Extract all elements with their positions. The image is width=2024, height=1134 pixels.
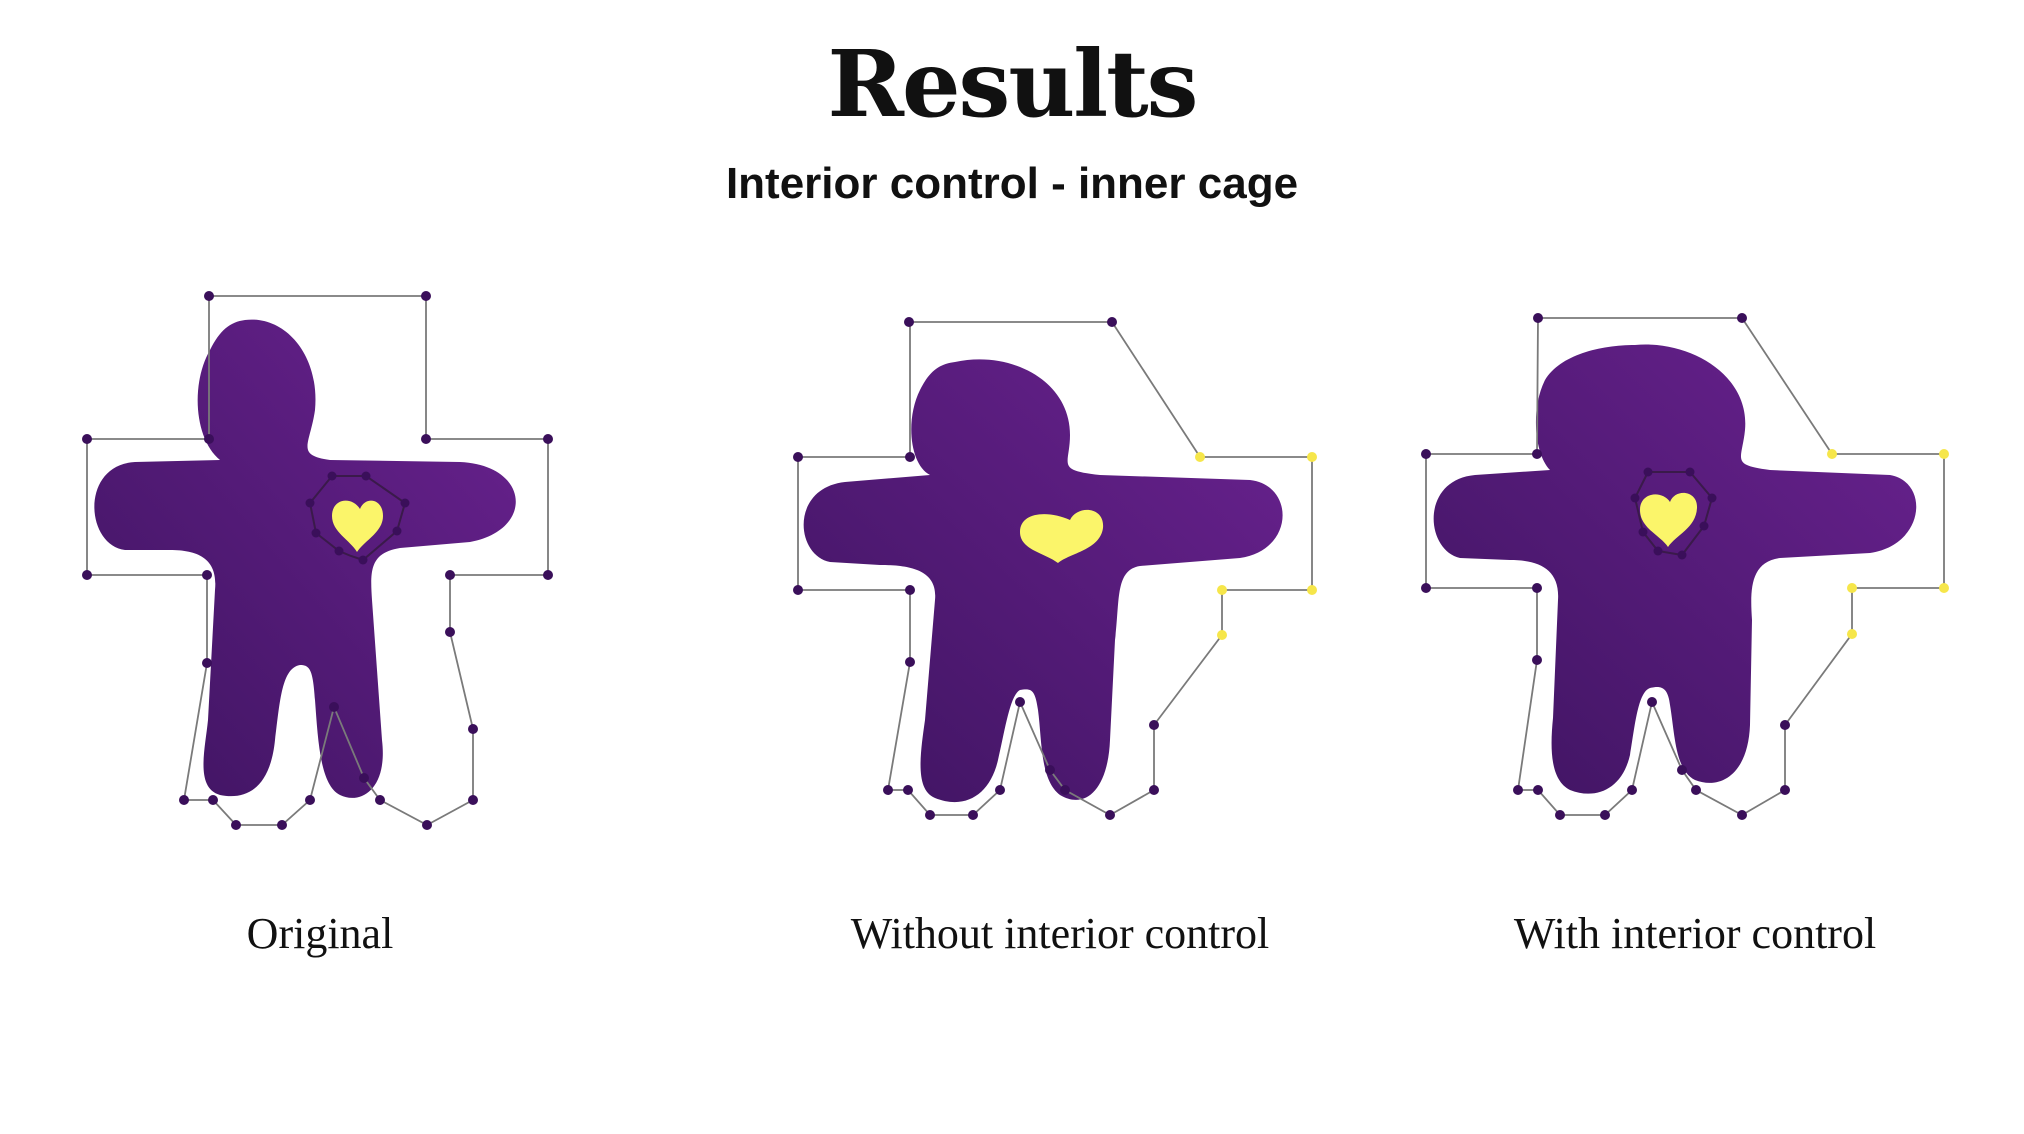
without-interior-control-figure <box>793 317 1317 820</box>
heart <box>1020 509 1104 563</box>
outer-cage-outline <box>86 295 549 827</box>
cage-vertices <box>82 291 553 830</box>
outer-cage-outline <box>1425 317 1945 817</box>
gingerbread-body <box>1433 344 1917 794</box>
caption-without-interior-control: Without interior control <box>850 909 1270 958</box>
cage-vertices <box>1421 313 1949 820</box>
caption-original: Original <box>246 909 394 958</box>
outer-cage-outline <box>797 321 1313 817</box>
original-figure <box>82 291 553 830</box>
caption-with-interior-control: With interior control <box>1513 909 1877 958</box>
page-title: Results <box>827 30 1199 138</box>
page-subtitle: Interior control - inner cage <box>725 159 1299 208</box>
gingerbread-body <box>803 359 1283 803</box>
gingerbread-body <box>94 319 516 798</box>
heart <box>332 500 383 552</box>
inner-cage-outline <box>308 475 407 562</box>
cage-vertices <box>793 317 1317 820</box>
heart <box>1640 492 1698 547</box>
with-interior-control-figure <box>1421 313 1949 820</box>
